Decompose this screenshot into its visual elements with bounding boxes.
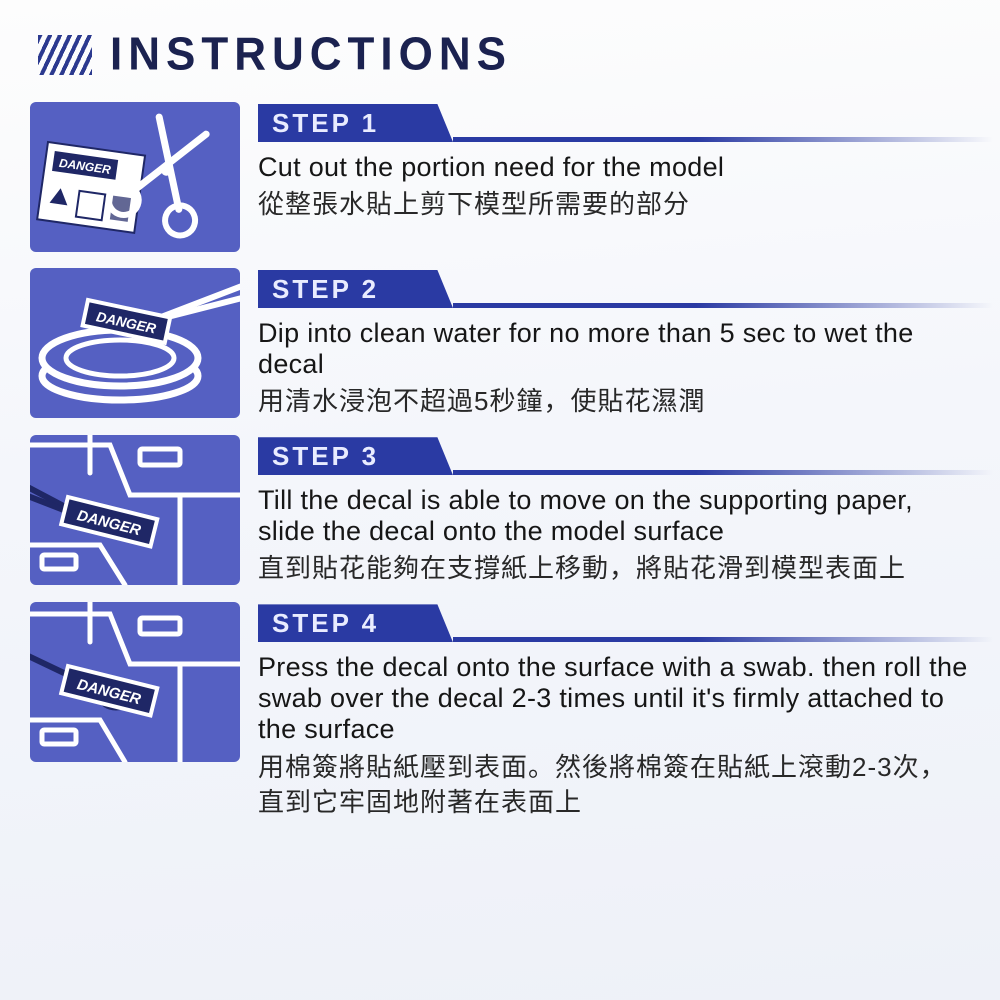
step-3-text-en: Till the decal is able to move on the su… xyxy=(258,485,970,547)
step-1-text-en: Cut out the portion need for the model xyxy=(258,152,970,183)
step-2-illustration: DANGER xyxy=(30,268,240,418)
step-4-text-en: Press the decal onto the surface with a … xyxy=(258,652,970,745)
step-1: DANGER STEP 1 Cut out the portion need f… xyxy=(30,102,970,252)
step-1-badge: STEP 1 xyxy=(258,104,453,142)
swab-icon: DANGER xyxy=(30,602,240,762)
step-4-illustration: DANGER xyxy=(30,602,240,762)
step-4-badge: STEP 4 xyxy=(258,604,453,642)
step-1-text-cn: 從整張水貼上剪下模型所需要的部分 xyxy=(258,187,970,222)
step-4: DANGER STEP 4 Press the decal onto the s… xyxy=(30,602,970,819)
page-title: INSTRUCTIONS xyxy=(110,29,512,82)
step-3-text-cn: 直到貼花能夠在支撐紙上移動，將貼花滑到模型表面上 xyxy=(258,551,970,586)
step-4-text-cn: 用棉簽將貼紙壓到表面。然後將棉簽在貼紙上滾動2-3次，直到它牢固地附著在表面上 xyxy=(258,750,970,820)
badge-tail xyxy=(453,470,993,475)
badge-tail xyxy=(453,303,993,308)
badge-tail xyxy=(453,637,993,642)
step-3-badge: STEP 3 xyxy=(258,437,453,475)
dip-icon: DANGER xyxy=(30,268,240,418)
step-3-illustration: DANGER xyxy=(30,435,240,585)
header: INSTRUCTIONS xyxy=(38,30,970,80)
step-2-text-cn: 用清水浸泡不超過5秒鐘，使貼花濕潤 xyxy=(258,384,970,419)
hatch-icon xyxy=(38,35,92,75)
step-1-illustration: DANGER xyxy=(30,102,240,252)
slide-icon: DANGER xyxy=(30,435,240,585)
step-2-badge: STEP 2 xyxy=(258,270,453,308)
step-3: DANGER STEP 3 Till the decal is able to … xyxy=(30,435,970,586)
scissors-icon: DANGER xyxy=(30,102,240,252)
step-2-text-en: Dip into clean water for no more than 5 … xyxy=(258,318,970,380)
badge-tail xyxy=(453,137,993,142)
step-2: DANGER STEP 2 Dip into clean water for n… xyxy=(30,268,970,419)
